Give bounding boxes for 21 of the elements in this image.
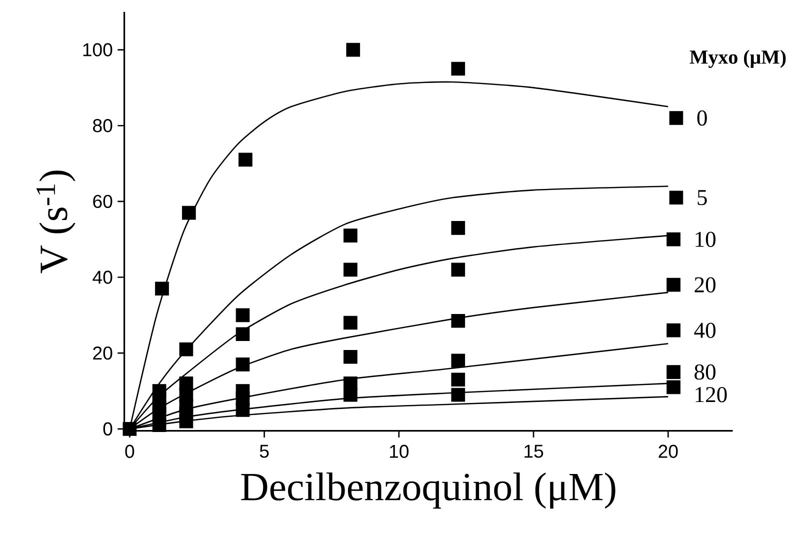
- y-tick-label: 80: [93, 119, 112, 132]
- series-label: 5: [698, 190, 707, 206]
- x-tick-label: 0: [125, 444, 134, 458]
- x-tick-label: 15: [524, 444, 544, 458]
- x-tick-label: 5: [260, 444, 269, 458]
- series-label: 40: [694, 322, 716, 338]
- y-tick-label: 20: [93, 346, 112, 360]
- y-tick-label: 40: [92, 270, 112, 284]
- series-label: 120: [696, 387, 727, 402]
- legend-title: Myxo (μM): [690, 50, 786, 68]
- y-tick-label: 100: [83, 43, 112, 57]
- x-tick-label: 10: [390, 444, 409, 458]
- series-label: 10: [696, 232, 716, 248]
- series-label: 80: [694, 364, 716, 380]
- x-tick-label: 20: [658, 444, 678, 458]
- y-tick-label: 60: [93, 194, 112, 208]
- y-tick-label: 0: [103, 422, 112, 436]
- series-label: 20: [694, 277, 716, 293]
- y-axis-title: V (s$^{-1}$): [36, 170, 76, 274]
- x-axis-title: Decilbenzoquinol (μM): [241, 472, 616, 509]
- series-label: 0: [697, 110, 707, 126]
